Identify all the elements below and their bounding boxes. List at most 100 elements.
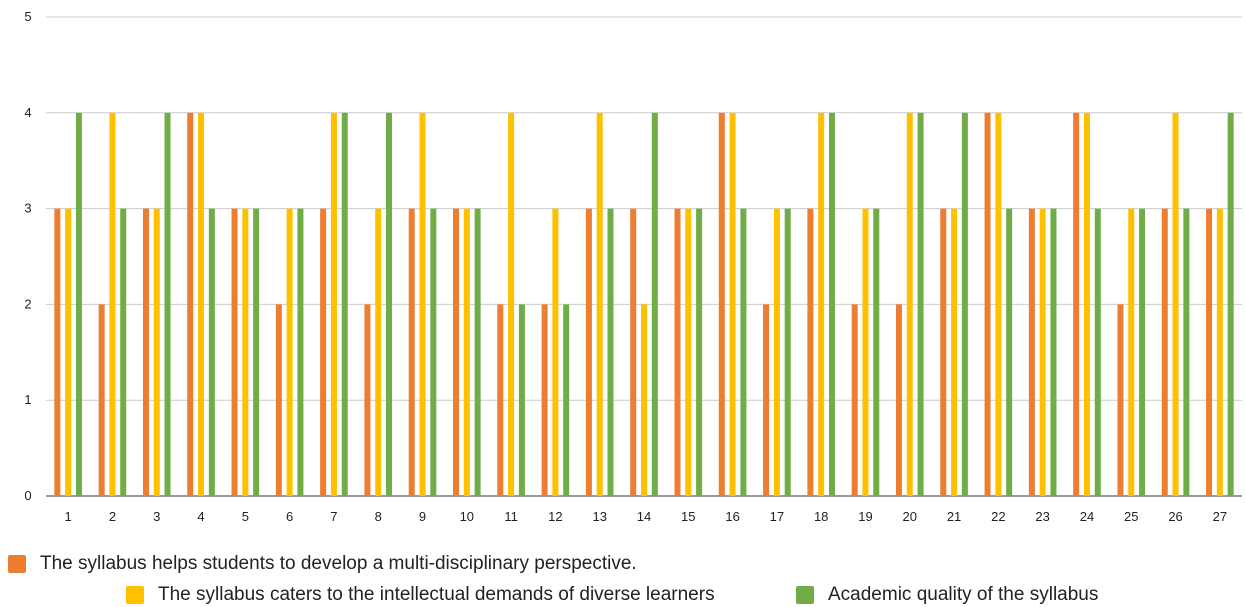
bar-series-1-bar bbox=[54, 208, 61, 496]
bar-series-2-bar bbox=[995, 112, 1002, 497]
bar-series-3-bar bbox=[253, 208, 260, 496]
bar-series-1-bar bbox=[630, 208, 637, 496]
bar-series-1-bar bbox=[807, 208, 814, 496]
bar-series-2-bar bbox=[552, 208, 559, 496]
bar-series-2-bar bbox=[862, 208, 869, 496]
bar-series-3-bar bbox=[208, 208, 215, 496]
bar-series-2-bar bbox=[1172, 112, 1179, 497]
bar-series-3-bar bbox=[1094, 208, 1101, 496]
x-tick-label: 19 bbox=[858, 509, 872, 524]
x-tick-label: 1 bbox=[65, 509, 72, 524]
y-tick-label: 5 bbox=[24, 9, 31, 24]
bars bbox=[54, 112, 1234, 497]
bar-series-1-bar bbox=[364, 304, 371, 496]
x-tick-label: 23 bbox=[1035, 509, 1049, 524]
bar-series-2-bar bbox=[198, 112, 205, 497]
bar-series-3-bar bbox=[75, 112, 82, 497]
y-tick-label: 3 bbox=[24, 201, 31, 216]
bar-series-1-bar bbox=[231, 208, 238, 496]
bar-series-2-bar bbox=[508, 112, 515, 497]
bar-series-2-bar bbox=[419, 112, 426, 497]
bar-series-3-bar bbox=[961, 112, 968, 497]
x-tick-label: 15 bbox=[681, 509, 695, 524]
bar-series-3-bar bbox=[430, 208, 437, 496]
x-tick-label: 6 bbox=[286, 509, 293, 524]
bar-series-1-bar bbox=[940, 208, 947, 496]
x-tick-label: 24 bbox=[1080, 509, 1094, 524]
bar-series-3-bar bbox=[297, 208, 304, 496]
bar-series-3-bar bbox=[784, 208, 791, 496]
bar-series-2-bar bbox=[729, 112, 736, 497]
bar-series-2-bar bbox=[818, 112, 825, 497]
bar-series-3-bar bbox=[1183, 208, 1190, 496]
bar-series-1-bar bbox=[1028, 208, 1035, 496]
bar-series-1-bar bbox=[674, 208, 681, 496]
bar-series-1-bar bbox=[497, 304, 504, 496]
bar-series-1-bar bbox=[275, 304, 282, 496]
y-tick-label: 1 bbox=[24, 392, 31, 407]
x-tick-label: 7 bbox=[330, 509, 337, 524]
x-tick-label: 25 bbox=[1124, 509, 1138, 524]
bar-series-1-bar bbox=[1117, 304, 1124, 496]
bar-series-1-bar bbox=[1206, 208, 1213, 496]
legend-item-series-3: Academic quality of the syllabus bbox=[796, 584, 1098, 606]
bar-series-2-bar bbox=[153, 208, 160, 496]
legend-swatch-yellow bbox=[126, 586, 144, 604]
bar-series-2-bar bbox=[375, 208, 382, 496]
bar-series-1-bar bbox=[142, 208, 149, 496]
bar-series-2-bar bbox=[1216, 208, 1223, 496]
bar-series-3-bar bbox=[164, 112, 171, 497]
x-tick-label: 20 bbox=[903, 509, 917, 524]
bar-series-3-bar bbox=[828, 112, 835, 497]
x-tick-label: 16 bbox=[725, 509, 739, 524]
bar-series-1-bar bbox=[1161, 208, 1168, 496]
bar-series-2-bar bbox=[286, 208, 293, 496]
bar-series-2-bar bbox=[773, 208, 780, 496]
x-tick-label: 18 bbox=[814, 509, 828, 524]
legend-item-series-2: The syllabus caters to the intellectual … bbox=[126, 584, 715, 606]
bar-series-3-bar bbox=[1139, 208, 1146, 496]
bar-series-2-bar bbox=[242, 208, 249, 496]
bar-series-1-bar bbox=[453, 208, 460, 496]
bar-series-1-bar bbox=[541, 304, 548, 496]
x-tick-label: 8 bbox=[375, 509, 382, 524]
bar-series-1-bar bbox=[408, 208, 415, 496]
y-tick-label: 4 bbox=[24, 105, 31, 120]
bar-series-3-bar bbox=[341, 112, 348, 497]
x-tick-label: 4 bbox=[197, 509, 204, 524]
legend-label: The syllabus helps students to develop a… bbox=[40, 553, 637, 574]
x-tick-label: 21 bbox=[947, 509, 961, 524]
bar-series-3-bar bbox=[696, 208, 703, 496]
x-tick-label: 12 bbox=[548, 509, 562, 524]
bar-series-1-bar bbox=[1073, 112, 1080, 497]
bar-series-3-bar bbox=[740, 208, 747, 496]
bar-series-1-bar bbox=[984, 112, 991, 497]
bar-series-1-bar bbox=[585, 208, 592, 496]
x-tick-label: 3 bbox=[153, 509, 160, 524]
bar-series-3-bar bbox=[1050, 208, 1057, 496]
bar-series-2-bar bbox=[109, 112, 116, 497]
bar-series-2-bar bbox=[330, 112, 337, 497]
x-tick-label: 17 bbox=[770, 509, 784, 524]
bar-series-1-bar bbox=[851, 304, 858, 496]
bar-series-3-bar bbox=[474, 208, 481, 496]
bar-series-2-bar bbox=[641, 304, 647, 496]
bar-series-1-bar bbox=[718, 112, 725, 497]
x-tick-label: 26 bbox=[1168, 509, 1182, 524]
x-tick-label: 9 bbox=[419, 509, 426, 524]
legend-label: The syllabus caters to the intellectual … bbox=[158, 584, 715, 605]
bar-series-1-bar bbox=[895, 304, 902, 496]
bar-series-2-bar bbox=[685, 208, 692, 496]
bar-series-1-bar bbox=[98, 304, 105, 496]
bar-series-3-bar bbox=[120, 208, 127, 496]
x-tick-label: 2 bbox=[109, 509, 116, 524]
x-tick-label: 14 bbox=[637, 509, 651, 524]
bar-series-1-bar bbox=[320, 208, 327, 496]
x-tick-label: 13 bbox=[592, 509, 606, 524]
bar-series-3-bar bbox=[563, 304, 570, 496]
bar-series-3-bar bbox=[1006, 208, 1013, 496]
bar-series-3-bar bbox=[518, 304, 525, 496]
bar-series-3-bar bbox=[1227, 112, 1234, 497]
